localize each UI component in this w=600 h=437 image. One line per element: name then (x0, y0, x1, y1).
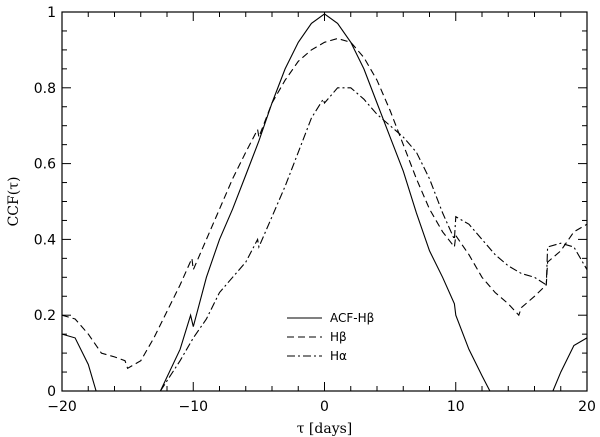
series-0-line-2 (552, 337, 588, 392)
y-tick-label-1: 1 (47, 5, 56, 21)
legend-label-acf-hbeta: ACF-Hβ (330, 311, 374, 325)
y-tick-label-0p2: 0.2 (34, 308, 56, 324)
series-lines (61, 13, 588, 392)
x-tick-label-20: 20 (578, 399, 596, 415)
x-tick-label-10: 10 (447, 399, 465, 415)
y-tick-label-0p4: 0.4 (34, 232, 56, 248)
x-tick-label-0: 0 (320, 399, 329, 415)
plot-frame (61, 11, 588, 392)
x-tick-label-m10: −10 (178, 399, 208, 415)
x-tick-label-m20: −20 (47, 399, 77, 415)
y-tick-label-0p8: 0.8 (34, 81, 56, 97)
series-2-line-0 (159, 87, 588, 392)
legend-label-hbeta: Hβ (330, 330, 347, 344)
legend: ACF-Hβ Hβ Hα (287, 311, 374, 363)
x-axis-title: τ [days] (297, 421, 353, 437)
series-0-line-1 (159, 13, 491, 392)
series-0-line-0 (61, 333, 97, 392)
y-axis-title: CCF(τ) (6, 177, 22, 227)
series-1-line-0 (61, 37, 588, 370)
y-tick-label-0p6: 0.6 (34, 157, 56, 173)
y-tick-label-0: 0 (47, 384, 56, 400)
tick-labels: −20 −10 0 10 20 0 0.2 0.4 0.6 0.8 1 (34, 5, 596, 415)
tick-marks (61, 11, 588, 392)
legend-label-halpha: Hα (330, 349, 347, 363)
